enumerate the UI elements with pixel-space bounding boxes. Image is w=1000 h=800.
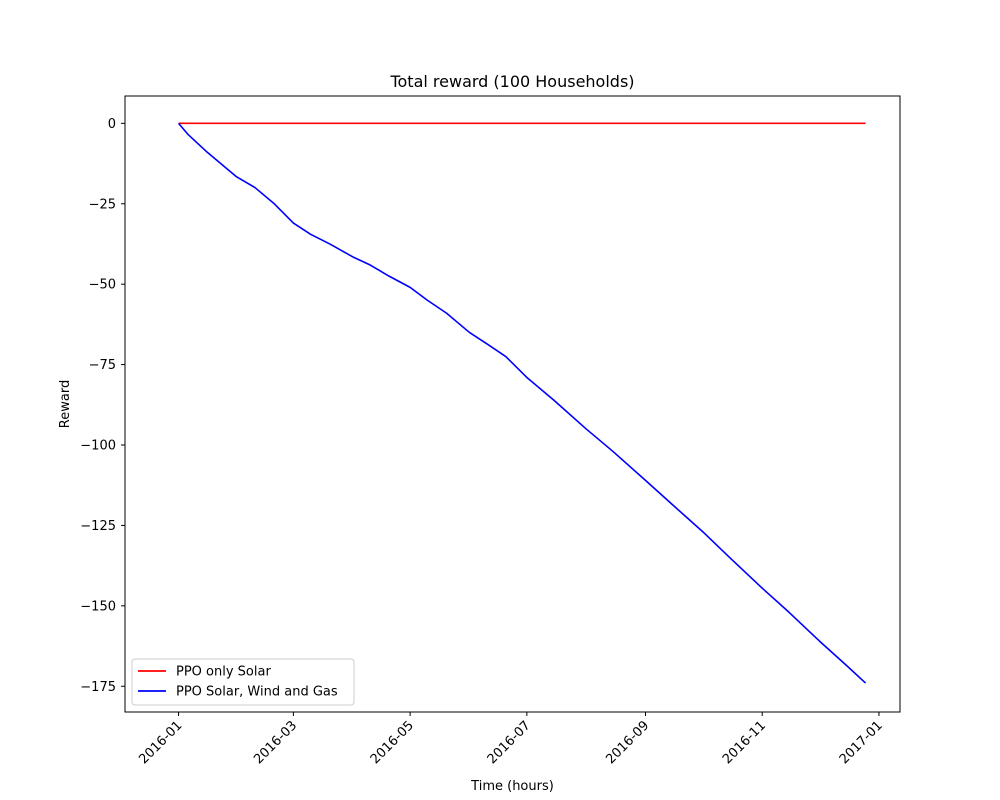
legend-label-1: PPO only Solar: [176, 665, 271, 680]
y-tick-label: −175: [80, 680, 116, 695]
x-tick-label: 2016-03: [251, 718, 300, 767]
chart-title: Total reward (100 Households): [389, 72, 634, 91]
y-tick-label: −50: [89, 278, 116, 293]
x-tick-label: 2016-07: [485, 718, 534, 767]
x-tick-label: 2016-05: [368, 718, 417, 767]
legend-label-2: PPO Solar, Wind and Gas: [176, 685, 338, 700]
y-tick-label: −125: [80, 519, 116, 534]
y-axis-label: Reward: [58, 380, 73, 428]
y-tick-label: −75: [89, 358, 116, 373]
plot-area: [177, 122, 867, 684]
x-tick-label: 2016-09: [603, 718, 652, 767]
x-tick-label: 2016-01: [136, 718, 185, 767]
x-tick-label: 2016-11: [720, 718, 769, 767]
x-axis: 2016-01 2016-03 2016-05 2016-07 2016-09 2016-…: [136, 712, 886, 767]
x-tick-label: 2017-01: [837, 718, 886, 767]
y-tick-label: −100: [80, 439, 116, 454]
y-tick-label: −150: [80, 599, 116, 614]
x-axis-label: Time (hours): [470, 779, 554, 794]
legend-box: [131, 658, 355, 706]
plot-frame: [124, 95, 901, 713]
series-line-2: [177, 122, 867, 684]
y-tick-label: 0: [108, 117, 116, 132]
y-tick-label: −25: [89, 197, 116, 212]
y-axis: 0 −25 −50 −75 −100 −125 −150 −175: [80, 117, 125, 695]
legend: PPO only Solar PPO Solar, Wind and Gas: [131, 658, 355, 706]
